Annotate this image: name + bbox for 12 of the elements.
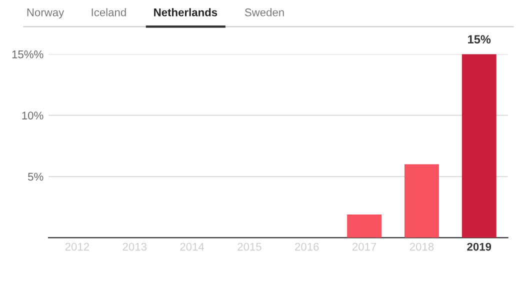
y-tick-label: 10% (22, 112, 44, 120)
bar (462, 54, 496, 238)
bar (347, 214, 382, 238)
text: Sweden (244, 8, 284, 16)
data-label: 15% (468, 35, 491, 44)
chart-title: Netherlands (154, 8, 218, 16)
text: Iceland (92, 8, 126, 16)
text: Norway (27, 8, 64, 18)
x-tick-label: 2019 (467, 242, 492, 251)
bar (404, 164, 439, 238)
y-tick-label: 15%% (12, 50, 44, 58)
y-tick-label: 5% (28, 172, 44, 181)
